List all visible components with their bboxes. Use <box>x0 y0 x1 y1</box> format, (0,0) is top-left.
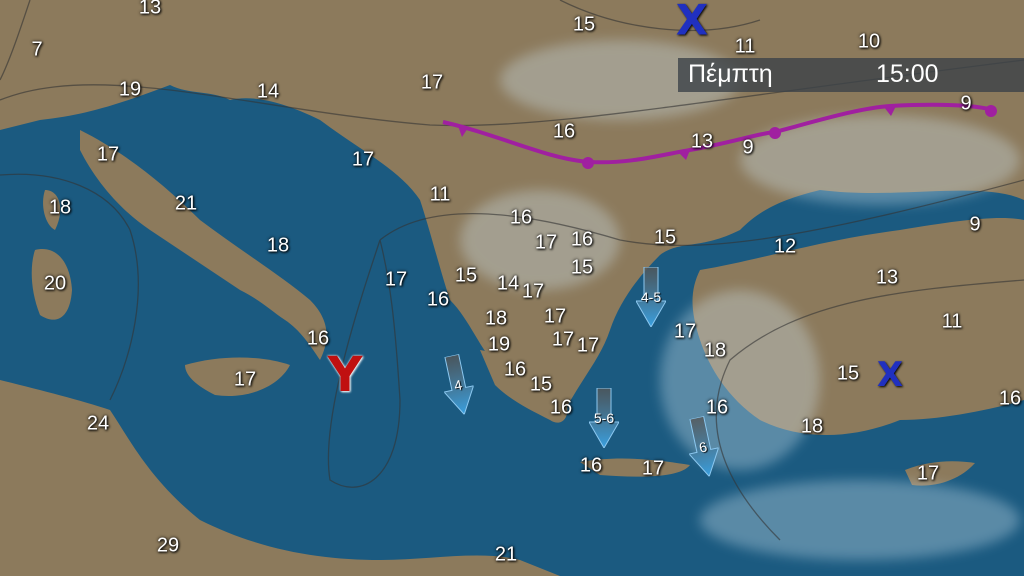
temperature-label: 15 <box>572 13 596 36</box>
temperature-label: 16 <box>549 396 573 419</box>
temperature-label: 9 <box>742 136 754 159</box>
temperature-label: 21 <box>494 543 518 566</box>
temperature-label: 18 <box>703 339 727 362</box>
wind-arrow: 4 <box>437 353 479 418</box>
high-pressure-symbol: X <box>876 355 904 395</box>
temperature-label: 21 <box>174 192 198 215</box>
temperature-label: 17 <box>641 457 665 480</box>
temperature-label: 17 <box>543 305 567 328</box>
temperature-label: 17 <box>534 231 558 254</box>
temperature-label: 16 <box>998 387 1022 410</box>
temperature-label: 20 <box>43 272 67 295</box>
temperature-label: 7 <box>31 38 43 61</box>
temperature-label: 18 <box>48 196 72 219</box>
low-pressure-symbol: Y <box>327 347 363 403</box>
temperature-label: 9 <box>969 213 981 236</box>
temperature-label: 15 <box>570 256 594 279</box>
occluded-front <box>442 102 997 169</box>
temperature-label: 17 <box>96 143 120 166</box>
temperature-label: 18 <box>800 415 824 438</box>
temperature-label: 15 <box>454 264 478 287</box>
temperature-label: 12 <box>773 235 797 258</box>
forecast-time-bar: Πέμπτη 15:00 <box>678 58 1024 92</box>
temperature-label: 18 <box>266 234 290 257</box>
temperature-label: 13 <box>875 266 899 289</box>
temperature-label: 11 <box>941 310 963 333</box>
temperature-label: 16 <box>503 358 527 381</box>
wind-arrow: 6 <box>682 415 724 480</box>
high-pressure-symbol: X <box>675 0 709 45</box>
wind-arrow: 5-6 <box>588 387 620 450</box>
temperature-label: 16 <box>552 120 576 143</box>
temperature-label: 16 <box>579 454 603 477</box>
temperature-label: 13 <box>690 130 714 153</box>
temperature-label: 10 <box>857 30 881 53</box>
temperature-label: 19 <box>118 78 142 101</box>
wind-force-label: 4-5 <box>640 289 662 305</box>
wind-force-label: 5-6 <box>593 410 615 426</box>
temperature-label: 14 <box>496 272 520 295</box>
wind-arrow: 4-5 <box>635 266 667 329</box>
temperature-label: 17 <box>551 328 575 351</box>
temperature-label: 16 <box>306 327 330 350</box>
temperature-label: 19 <box>487 333 511 356</box>
temperature-label: 14 <box>256 80 280 103</box>
temperature-label: 24 <box>86 412 110 435</box>
temperature-label: 15 <box>836 362 860 385</box>
temperature-label: 17 <box>351 148 375 171</box>
temperature-label: 9 <box>960 92 972 115</box>
temperature-label: 16 <box>705 396 729 419</box>
temperature-label: 17 <box>576 334 600 357</box>
temperature-label: 13 <box>138 0 162 19</box>
isobars <box>0 0 1024 541</box>
temperature-label: 17 <box>384 268 408 291</box>
temperature-label: 16 <box>426 288 450 311</box>
temperature-label: 17 <box>233 368 257 391</box>
temperature-label: 15 <box>653 226 677 249</box>
temperature-label: 18 <box>484 307 508 330</box>
temperature-label: 15 <box>529 373 553 396</box>
temperature-label: 17 <box>916 462 940 485</box>
temperature-label: 29 <box>156 534 180 557</box>
temperature-label: 11 <box>734 35 756 58</box>
forecast-time: 15:00 <box>876 60 939 88</box>
temperature-label: 11 <box>429 183 451 206</box>
temperature-label: 17 <box>420 71 444 94</box>
temperature-label: 16 <box>509 206 533 229</box>
temperature-label: 17 <box>521 280 545 303</box>
temperature-label: 16 <box>570 228 594 251</box>
forecast-day: Πέμπτη <box>688 60 773 88</box>
temperature-label: 17 <box>673 320 697 343</box>
